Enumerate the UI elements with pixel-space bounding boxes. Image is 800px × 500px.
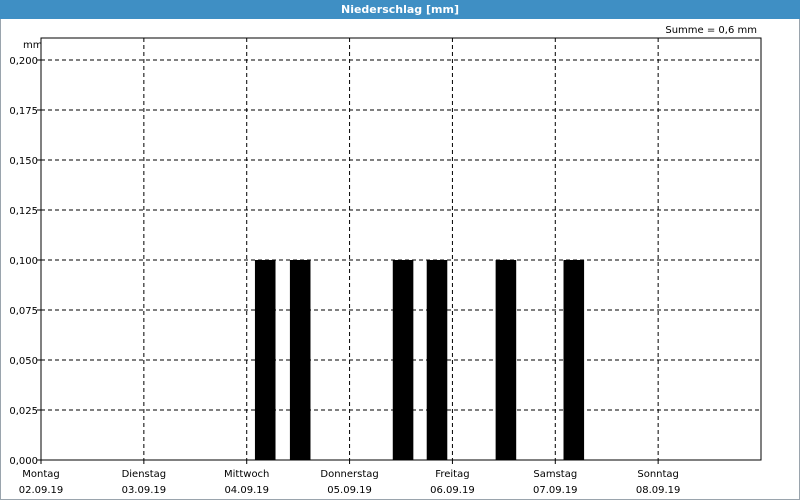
x-tick-day-label: Donnerstag bbox=[320, 469, 378, 480]
x-tick-date-label: 04.09.19 bbox=[224, 485, 269, 496]
precipitation-bar bbox=[392, 260, 414, 460]
x-tick-day-label: Dienstag bbox=[122, 469, 167, 480]
y-axis-ticks: 0,000 0,025 0,050 0,075 0,100 0,125 0,150 0,175… bbox=[9, 56, 41, 467]
x-tick-date-label: 08.09.19 bbox=[636, 485, 681, 496]
y-tick-label: 0,125 bbox=[9, 206, 38, 217]
y-tick-label: 0,100 bbox=[9, 256, 38, 267]
y-tick-label: 0,150 bbox=[9, 156, 38, 167]
x-tick-date-label: 02.09.19 bbox=[19, 485, 64, 496]
precipitation-bar bbox=[563, 260, 585, 460]
x-tick-day-label: Montag bbox=[22, 469, 59, 480]
bar-series bbox=[254, 260, 585, 460]
precipitation-bar bbox=[426, 260, 448, 460]
precipitation-bar bbox=[289, 260, 311, 460]
chart-title: Niederschlag [mm] bbox=[0, 0, 800, 19]
y-tick-label: 0,175 bbox=[9, 106, 38, 117]
x-tick-date-label: 03.09.19 bbox=[122, 485, 167, 496]
x-tick-day-label: Freitag bbox=[435, 469, 469, 480]
x-tick-date-label: 05.09.19 bbox=[327, 485, 372, 496]
x-tick-day-label: Samstag bbox=[533, 469, 577, 480]
x-tick-day-label: Sonntag bbox=[637, 469, 679, 480]
y-tick-label: 0,075 bbox=[9, 306, 38, 317]
x-tick-date-label: 07.09.19 bbox=[533, 485, 578, 496]
y-tick-label: 0,200 bbox=[9, 56, 38, 67]
y-axis-unit-label: mm bbox=[23, 40, 43, 51]
precipitation-sum-label: Summe = 0,6 mm bbox=[665, 25, 757, 36]
x-tick-day-label: Mittwoch bbox=[224, 469, 269, 480]
precipitation-bar bbox=[495, 260, 517, 460]
x-axis-ticks: Montag 02.09.19 Dienstag 03.09.19 Mittwoch 04… bbox=[19, 460, 681, 496]
y-tick-label: 0,025 bbox=[9, 406, 38, 417]
x-tick-date-label: 06.09.19 bbox=[430, 485, 475, 496]
y-tick-label: 0,050 bbox=[9, 356, 38, 367]
precipitation-bar bbox=[254, 260, 276, 460]
y-tick-label: 0,000 bbox=[9, 456, 38, 467]
